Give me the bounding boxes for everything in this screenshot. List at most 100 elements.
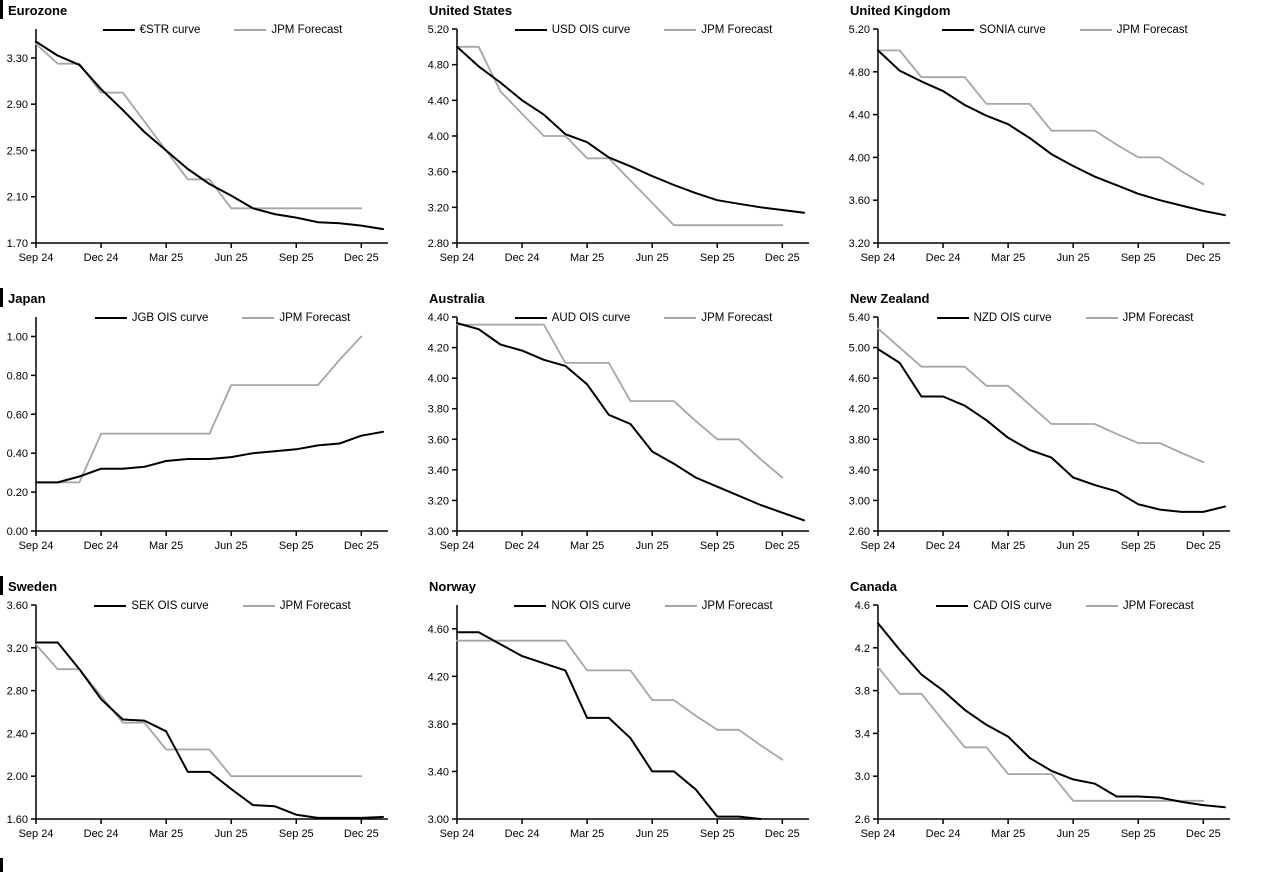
y-axis-tick-label: 4.40: [428, 312, 449, 324]
chart-body: NZD OIS curve JPM Forecast 2.60 3.00 3.40 3…: [842, 309, 1264, 561]
line-chart-norway: 3.00 3.40 3.80 4.20 4.60 Sep 24 Dec 24 Mar 25 Ju…: [428, 605, 809, 840]
y-axis-tick-label: 4.00: [428, 131, 449, 143]
x-axis-tick-label: Jun 25: [636, 252, 669, 264]
series-line-market-curve: [456, 631, 762, 820]
series-line-jpm-forecast: [35, 643, 363, 778]
x-axis-tick-label: Sep 25: [700, 540, 735, 552]
x-axis-tick-label: Dec 25: [344, 540, 379, 552]
x-axis-tick-label: Mar 25: [570, 540, 604, 552]
x-axis-tick-label: Dec 25: [765, 828, 800, 840]
chart-body: NOK OIS curve JPM Forecast 3.00 3.40 3.80 4…: [421, 597, 842, 849]
y-axis-tick-label: 0.40: [7, 448, 28, 460]
series-line-jpm-forecast: [877, 49, 1205, 186]
series-line-market-curve: [877, 49, 1226, 217]
series-line-jpm-forecast: [35, 335, 363, 484]
chart-title: Norway: [429, 579, 476, 594]
x-axis-tick-label: Jun 25: [215, 828, 248, 840]
y-axis-tick-label: 3.20: [7, 643, 28, 655]
y-axis-tick-label: 3.4: [855, 728, 870, 740]
y-axis-tick-label: 2.00: [7, 771, 28, 783]
x-axis-tick-label: Jun 25: [1057, 828, 1090, 840]
y-axis-tick-label: 3.30: [7, 53, 28, 65]
y-axis-tick-label: 5.00: [849, 343, 870, 355]
x-axis-tick-label: Jun 25: [636, 828, 669, 840]
chart-panel-united-states: United States USD OIS curve JPM Forecast…: [421, 0, 842, 288]
y-axis-tick-label: 3.40: [428, 766, 449, 778]
y-axis-tick-label: 3.8: [855, 686, 870, 698]
y-axis-tick-label: 0.80: [7, 370, 28, 382]
y-axis-tick-label: 5.20: [428, 24, 449, 36]
line-chart-new-zealand: 2.60 3.00 3.40 3.80 4.20 4.60 5.00 5.40 Sep 24 De…: [849, 312, 1230, 552]
series-line-jpm-forecast: [456, 45, 784, 227]
y-axis-tick-label: 4.6: [855, 600, 870, 612]
chart-body: €STR curve JPM Forecast 1.70 2.10 2.50 2.90…: [0, 21, 421, 273]
x-axis-tick-label: Sep 25: [1121, 252, 1156, 264]
x-axis-tick-label: Dec 24: [926, 540, 961, 552]
x-axis-tick-label: Sep 24: [19, 828, 54, 840]
chart-body: JGB OIS curve JPM Forecast 0.00 0.20 0.40 0…: [0, 309, 421, 561]
x-axis-tick-label: Sep 24: [861, 252, 896, 264]
x-axis-tick-label: Sep 24: [861, 540, 896, 552]
x-axis-tick-label: Sep 25: [279, 540, 314, 552]
chart-panel-japan: Japan JGB OIS curve JPM Forecast 0.00 0.2…: [0, 288, 421, 576]
y-axis-tick-label: 4.80: [849, 67, 870, 79]
y-axis-tick-label: 5.40: [849, 312, 870, 324]
y-axis-tick-label: 3.60: [428, 167, 449, 179]
x-axis-tick-label: Dec 25: [1186, 252, 1221, 264]
x-axis-tick-label: Dec 25: [1186, 540, 1221, 552]
y-axis-tick-label: 4.40: [428, 95, 449, 107]
chart-panel-sweden: Sweden SEK OIS curve JPM Forecast 1.60 2.…: [0, 576, 421, 873]
y-axis-tick-label: 3.20: [849, 238, 870, 250]
y-axis-tick-label: 4.80: [428, 60, 449, 72]
y-axis-tick-label: 2.80: [7, 686, 28, 698]
y-axis-tick-label: 3.20: [428, 495, 449, 507]
y-axis-tick-label: 4.00: [428, 373, 449, 385]
x-axis-tick-label: Sep 25: [700, 828, 735, 840]
series-line-market-curve: [456, 45, 805, 214]
x-axis-tick-label: Sep 24: [440, 540, 475, 552]
chart-body: AUD OIS curve JPM Forecast 3.00 3.20 3.40 3…: [421, 309, 842, 561]
line-chart-united-kingdom: 3.20 3.60 4.00 4.40 4.80 5.20 Sep 24 Dec 24 Mar …: [849, 24, 1230, 264]
x-axis-tick-label: Mar 25: [570, 252, 604, 264]
chart-panel-canada: Canada CAD OIS curve JPM Forecast 2.6 3.0…: [842, 576, 1264, 873]
y-axis-tick-label: 4.60: [849, 373, 870, 385]
series-line-market-curve: [35, 641, 384, 819]
x-axis-tick-label: Sep 25: [279, 828, 314, 840]
x-axis-tick-label: Jun 25: [1057, 252, 1090, 264]
line-chart-canada: 2.6 3.0 3.4 3.8 4.2 4.6 Sep 24 Dec 24 Mar 25 Jun …: [855, 600, 1230, 840]
x-axis-tick-label: Jun 25: [636, 540, 669, 552]
y-axis-tick-label: 1.70: [7, 238, 28, 250]
chart-body: CAD OIS curve JPM Forecast 2.6 3.0 3.4 3.8 4…: [842, 597, 1264, 849]
x-axis-tick-label: Sep 24: [440, 828, 475, 840]
chart-body: USD OIS curve JPM Forecast 2.80 3.20 3.60 4…: [421, 21, 842, 273]
y-axis-tick-label: 3.40: [428, 465, 449, 477]
x-axis-tick-label: Mar 25: [991, 540, 1025, 552]
x-axis-tick-label: Dec 25: [1186, 828, 1221, 840]
x-axis-tick-label: Dec 25: [344, 252, 379, 264]
y-axis-tick-label: 3.80: [428, 404, 449, 416]
series-line-market-curve: [456, 322, 805, 522]
y-axis-tick-label: 2.6: [855, 814, 870, 826]
y-axis-tick-label: 3.80: [428, 719, 449, 731]
chart-panel-eurozone: Eurozone €STR curve JPM Forecast 1.70 2.1…: [0, 0, 421, 288]
x-axis-tick-label: Mar 25: [149, 252, 183, 264]
chart-panel-australia: Australia AUD OIS curve JPM Forecast 3.0…: [421, 288, 842, 576]
chart-body: SEK OIS curve JPM Forecast 1.60 2.00 2.40 2…: [0, 597, 421, 849]
chart-title: Sweden: [0, 576, 421, 595]
y-axis-tick-label: 1.60: [7, 814, 28, 826]
y-axis-tick-label: 2.50: [7, 145, 28, 157]
chart-panel-norway: Norway NOK OIS curve JPM Forecast 3.00 3.…: [421, 576, 842, 873]
y-axis-tick-label: 5.20: [849, 24, 870, 36]
x-axis-tick-label: Jun 25: [215, 252, 248, 264]
y-axis-tick-label: 3.00: [428, 814, 449, 826]
series-line-market-curve: [35, 40, 384, 231]
y-axis-tick-label: 2.10: [7, 192, 28, 204]
x-axis-tick-label: Dec 24: [84, 828, 119, 840]
y-axis-tick-label: 4.20: [428, 343, 449, 355]
x-axis-tick-label: Mar 25: [149, 540, 183, 552]
y-axis-tick-label: 3.60: [428, 434, 449, 446]
x-axis-tick-label: Dec 24: [505, 540, 540, 552]
x-axis-tick-label: Dec 24: [84, 252, 119, 264]
y-axis-tick-label: 3.80: [849, 434, 870, 446]
